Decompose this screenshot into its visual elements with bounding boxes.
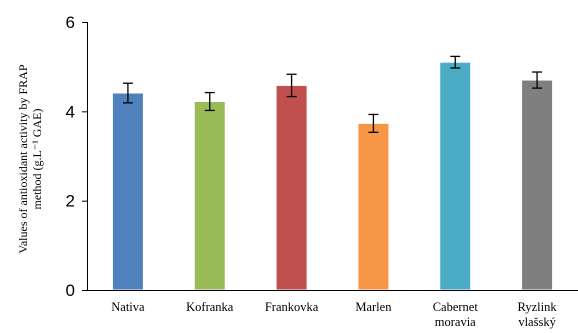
category-label-line: Nativa <box>111 300 145 314</box>
y-tick-label: 6 <box>66 13 75 32</box>
y-axis-title: Values of antioxidant activity by FRAPme… <box>16 64 44 253</box>
y-tick-label: 0 <box>66 281 75 300</box>
error-bar <box>368 113 379 133</box>
bar <box>357 122 390 291</box>
x-axis-labels: Nativa Kofranka Frankovka Marlen Cabernet mor… <box>111 300 557 329</box>
category-label: Ryzlink vlašský <box>518 300 558 329</box>
category-label: Nativa <box>111 300 145 314</box>
category-label: Kofranka <box>186 300 234 314</box>
y-axis-ticks: 0 2 4 6 <box>66 13 87 300</box>
category-label-line: Ryzlink <box>518 300 558 314</box>
bar <box>439 61 472 291</box>
bar <box>193 101 226 291</box>
y-tick-label: 4 <box>66 102 75 121</box>
bar <box>521 79 554 291</box>
y-axis-title-text: Values of antioxidant activity by FRAPme… <box>16 64 44 253</box>
category-label-line: moravia <box>435 315 476 329</box>
category-label-line: vlašský <box>518 315 556 329</box>
y-axis-title-line: Values of antioxidant activity by FRAP <box>16 64 30 253</box>
category-label-line: Kofranka <box>186 300 234 314</box>
error-bars <box>122 55 543 133</box>
error-bar <box>532 71 543 89</box>
category-label: Cabernet moravia <box>433 300 479 329</box>
y-tick-label: 2 <box>66 192 75 211</box>
category-label-line: Frankovka <box>265 300 319 314</box>
bar <box>275 84 308 291</box>
category-label-line: Marlen <box>355 300 392 314</box>
category-label: Marlen <box>355 300 392 314</box>
category-label: Frankovka <box>265 300 319 314</box>
bar <box>111 92 144 291</box>
error-bar <box>450 55 461 69</box>
error-bar <box>286 73 297 98</box>
error-bar <box>204 91 215 112</box>
y-axis-title-line: method (g.L⁻¹ GAE) <box>30 109 44 210</box>
bars <box>111 61 554 291</box>
category-label-line: Cabernet <box>433 300 479 314</box>
error-bar <box>122 82 133 104</box>
